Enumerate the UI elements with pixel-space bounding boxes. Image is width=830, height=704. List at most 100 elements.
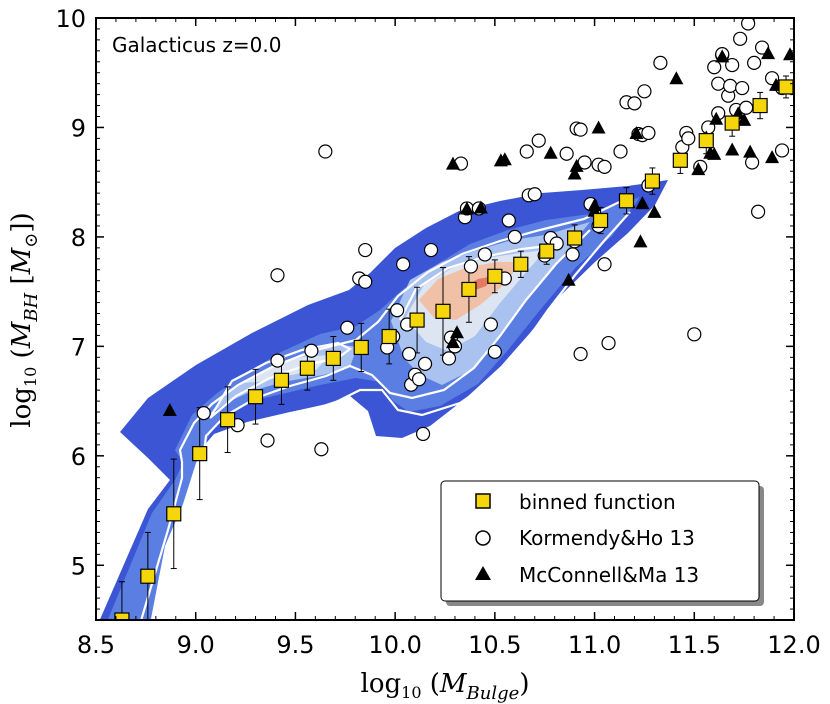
mcconnell-ma-point <box>445 335 460 349</box>
kormendy-ho-point <box>681 131 696 146</box>
kormendy-ho-point <box>196 406 211 421</box>
binned-function-point <box>381 328 397 345</box>
binned-function-point <box>273 372 290 388</box>
kormendy-ho-point <box>735 80 750 96</box>
binned-function-point <box>698 132 714 149</box>
mcconnell-ma-point <box>647 204 662 218</box>
kormendy-ho-point <box>411 372 427 387</box>
binned-function-point <box>539 243 555 259</box>
mcconnell-ma-point <box>669 71 684 85</box>
mcconnell-ma-point <box>737 112 752 126</box>
kormendy-ho-point <box>745 155 760 170</box>
y-tick-label: 7 <box>71 333 86 361</box>
kormendy-ho-point <box>641 125 656 141</box>
kormendy-ho-point <box>507 229 522 245</box>
kormendy-ho-point <box>597 257 612 272</box>
y-tick-label: 8 <box>71 224 86 252</box>
mcconnell-ma-point <box>761 46 776 60</box>
kormendy-ho-point <box>415 426 431 442</box>
binned-function-point <box>435 303 451 319</box>
mcconnell-ma-point <box>715 49 730 63</box>
binned-function-point <box>353 339 369 356</box>
kormendy-ho-point <box>501 213 516 228</box>
x-tick-label: 8.5 <box>77 631 115 659</box>
y-tick-label: 6 <box>71 443 86 471</box>
kormendy-ho-point <box>573 122 588 137</box>
kormendy-ho-point <box>565 247 580 262</box>
kormendy-ho-point <box>463 259 479 274</box>
kormendy-ho-point <box>597 159 612 174</box>
binned-function-point <box>778 79 794 95</box>
mcconnell-ma-point <box>743 144 758 158</box>
mcconnell-ma-point <box>459 201 474 215</box>
mcconnell-ma-point <box>445 156 460 170</box>
kormendy-ho-point <box>627 96 642 111</box>
binned-function-point <box>166 506 182 522</box>
mcconnell-ma-point <box>725 142 740 156</box>
binned-function-point <box>672 152 688 168</box>
kormendy-ho-point <box>441 351 457 366</box>
kormendy-ho-point <box>601 335 616 351</box>
kormendy-ho-point <box>358 274 373 289</box>
kormendy-ho-point <box>637 84 652 99</box>
mcconnell-ma-point <box>569 158 584 172</box>
kormendy-ho-point <box>707 60 722 75</box>
x-tick-label: 12.0 <box>767 631 820 659</box>
kormendy-ho-point <box>270 353 285 368</box>
kormendy-ho-point <box>741 18 756 31</box>
x-tick-label: 11.5 <box>668 631 721 659</box>
mcconnell-ma-point <box>635 196 650 210</box>
model-annotation: Galacticus z=0.0 <box>112 33 281 57</box>
binned-function-point <box>461 281 477 298</box>
kormendy-ho-point <box>402 346 417 362</box>
binned-function-point <box>487 268 503 284</box>
kormendy-ho-point <box>774 143 790 158</box>
contour-line <box>177 211 631 620</box>
y-axis-ticks: 5 6 7 8 9 10 <box>55 5 794 621</box>
x-axis-ticks: 8.5 9.0 9.5 10.0 10.5 11.0 11.5 12.0 <box>77 18 821 659</box>
x-tick-label: 9.5 <box>276 631 314 659</box>
y-axis-label: log10 (MBH [M⊙]) <box>7 212 42 427</box>
mcconnell-ma-point <box>543 145 558 159</box>
binned-function-point <box>618 193 635 209</box>
kormendy-ho-point <box>483 317 498 332</box>
legend-label-mcconnell: McConnell&Ma 13 <box>519 563 699 587</box>
kormendy-ho-point <box>739 100 754 115</box>
kormendy-ho-point <box>733 31 748 46</box>
kormendy-ho-point <box>270 268 285 283</box>
binned-function-point <box>114 612 130 620</box>
binned-function-point <box>192 446 208 462</box>
binned-function-point <box>247 389 264 405</box>
binned-function-point <box>752 97 768 114</box>
binned-function-point <box>644 173 661 189</box>
binned-function-point <box>724 115 740 131</box>
mcconnell-ma-point <box>473 200 488 214</box>
x-tick-label: 11.0 <box>568 631 621 659</box>
y-tick-label: 9 <box>71 114 86 142</box>
mcconnell-ma-point <box>162 402 177 416</box>
kormendy-ho-point <box>304 343 319 358</box>
legend-label-binned: binned function <box>519 490 676 514</box>
mcconnell-ma-point <box>591 120 606 134</box>
binned-function-point <box>513 256 529 272</box>
legend: binned function Kormendy&Ho 13 McConnell… <box>440 480 764 606</box>
kormendy-ho-point <box>358 242 373 258</box>
binned-function-point <box>409 312 425 328</box>
kormendy-ho-point <box>260 433 275 448</box>
mcconnell-ma-point <box>497 152 512 166</box>
x-axis-label: log10 (MBulge) <box>361 669 530 704</box>
mcconnell-ma-point <box>633 234 648 248</box>
mcconnell-ma-point <box>709 111 724 125</box>
kormendy-ho-point <box>723 78 738 93</box>
kormendy-ho-point <box>417 356 433 371</box>
binned-function-point <box>140 568 156 584</box>
binned-function-point <box>299 360 315 376</box>
kormendy-ho-point <box>559 146 574 161</box>
y-tick-label: 10 <box>55 5 86 33</box>
kormendy-ho-point <box>711 76 726 91</box>
y-tick-label: 5 <box>71 552 86 580</box>
kormendy-ho-point <box>751 204 766 219</box>
x-tick-label: 9.0 <box>177 631 215 659</box>
binned-function-point <box>325 350 341 367</box>
binned-function-point <box>220 412 236 428</box>
